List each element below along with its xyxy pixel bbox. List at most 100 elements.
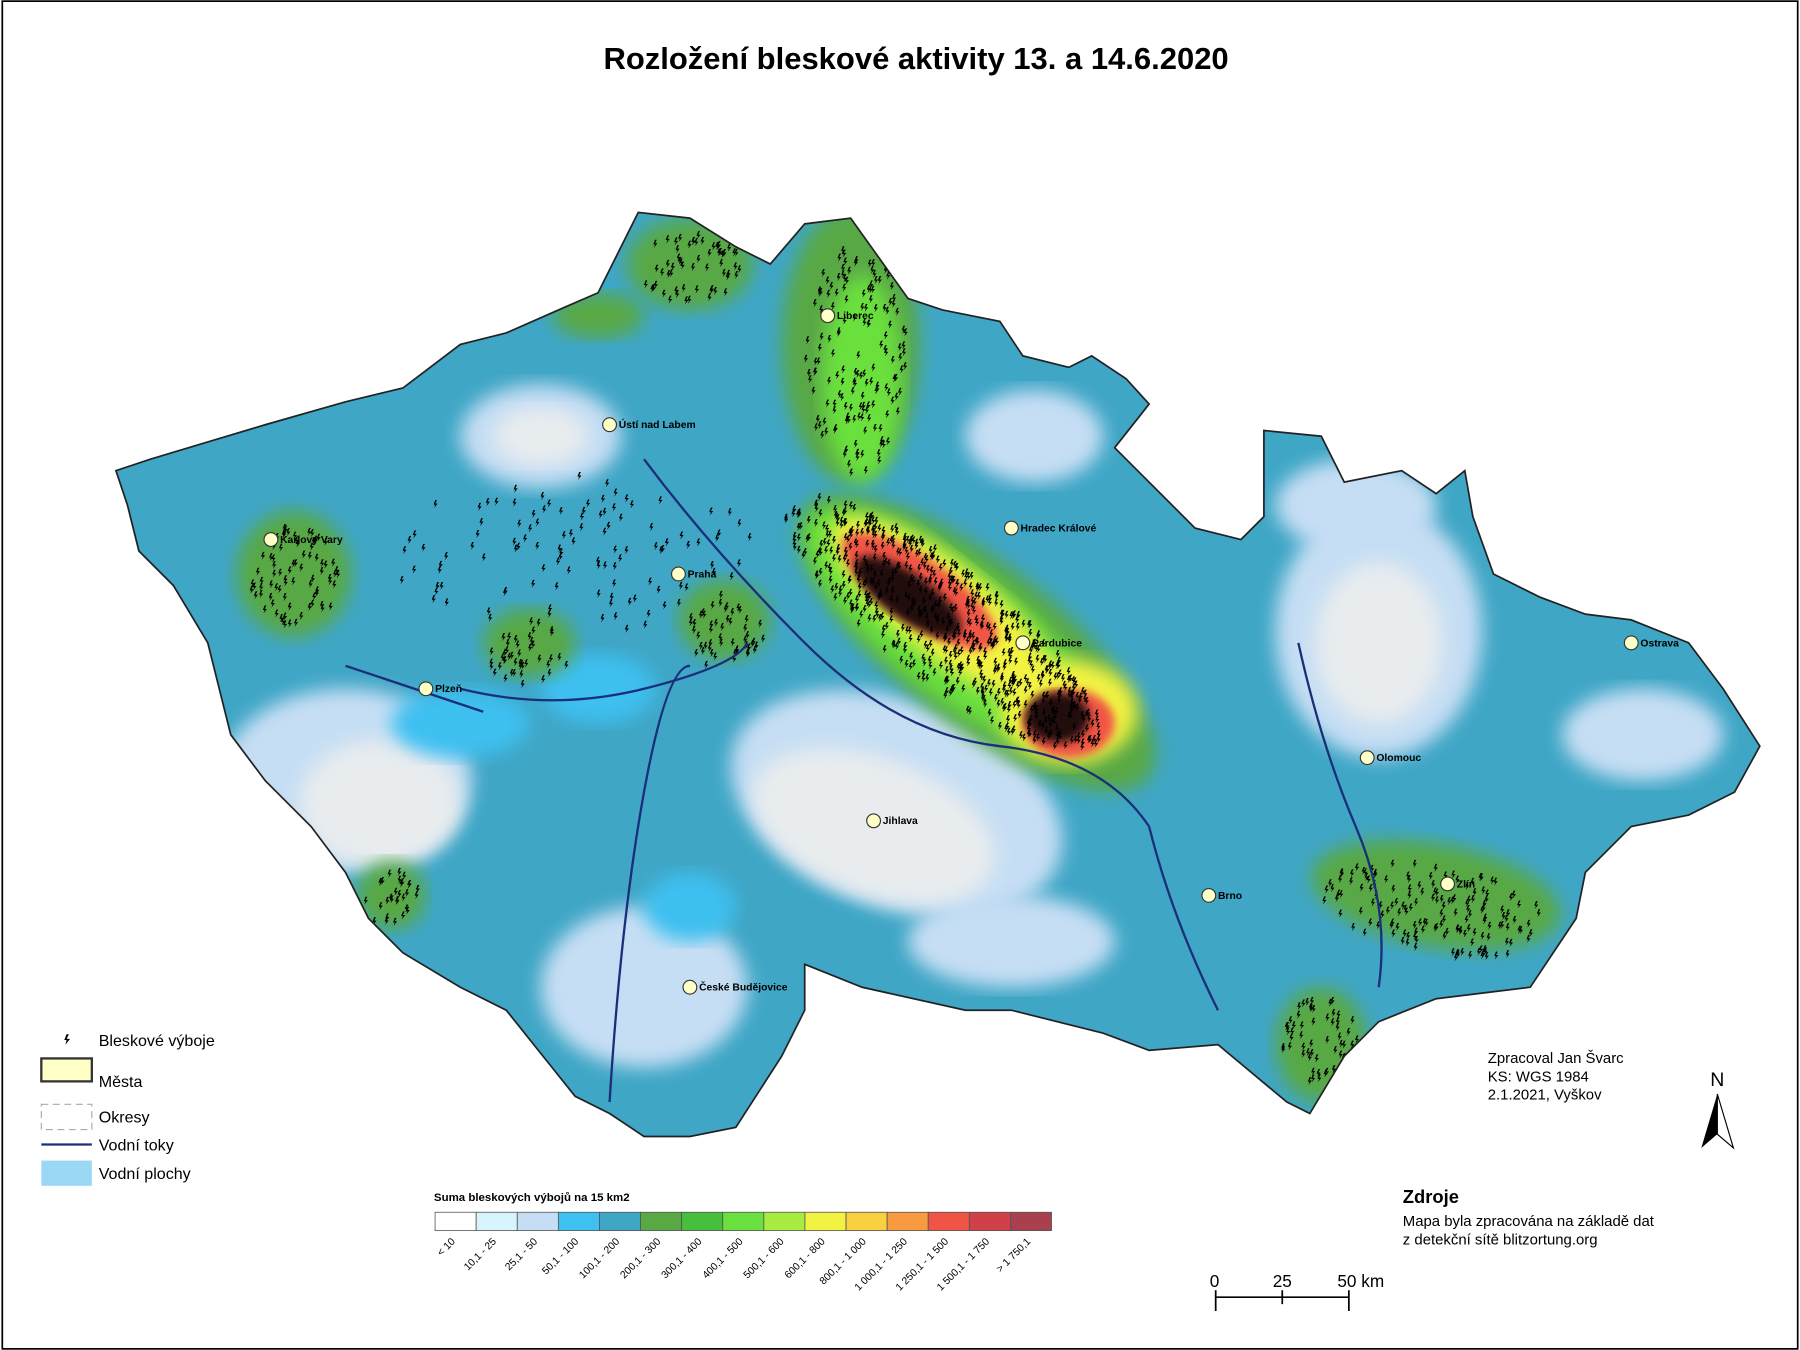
lightning-strike bbox=[1066, 667, 1071, 676]
lightning-strike bbox=[320, 604, 325, 613]
lightning-strike bbox=[512, 537, 517, 546]
lightning-strike bbox=[1083, 694, 1088, 703]
lightning-strike bbox=[944, 687, 949, 696]
lightning-strike bbox=[1023, 674, 1028, 683]
lightning-strike bbox=[732, 248, 737, 257]
lightning-strike bbox=[949, 665, 954, 674]
lightning-strike bbox=[1355, 1035, 1360, 1044]
lightning-strike bbox=[987, 708, 992, 717]
lightning-strike bbox=[1330, 996, 1335, 1006]
lightning-strike bbox=[818, 567, 823, 577]
lightning-strike bbox=[843, 596, 848, 605]
lightning-strike bbox=[915, 549, 920, 558]
lightning-strike bbox=[1478, 872, 1483, 882]
lightning-strike bbox=[1074, 680, 1079, 689]
lightning-strike bbox=[982, 695, 987, 704]
lightning-strike bbox=[613, 545, 618, 554]
lightning-strike bbox=[965, 636, 970, 645]
lightning-strike bbox=[863, 426, 868, 435]
lightning-strike bbox=[1472, 888, 1477, 897]
lightning-strike bbox=[857, 590, 862, 599]
lightning-strike bbox=[1390, 859, 1395, 868]
lightning-strike bbox=[747, 643, 752, 652]
lightning-strike bbox=[871, 516, 876, 525]
lightning-strike bbox=[581, 506, 586, 515]
lightning-strike bbox=[796, 533, 802, 542]
lightning-strike bbox=[492, 668, 497, 677]
lightning-strike bbox=[704, 661, 709, 670]
lightning-strike bbox=[857, 412, 862, 421]
lightning-strike bbox=[707, 644, 712, 653]
lightning-strike bbox=[928, 545, 933, 555]
scale-bar bbox=[1214, 1290, 1350, 1311]
lightning-strike bbox=[978, 583, 983, 592]
lightning-strike bbox=[850, 526, 855, 535]
lightning-strike bbox=[953, 644, 958, 653]
lightning-strike bbox=[1337, 1032, 1342, 1041]
lightning-strike bbox=[253, 591, 258, 600]
city bbox=[1623, 635, 1639, 651]
lightning-strike bbox=[1041, 722, 1046, 731]
lightning-strike bbox=[784, 515, 789, 524]
lightning-strike bbox=[1311, 1004, 1316, 1014]
lightning-strike bbox=[1413, 943, 1418, 952]
lightning-strike bbox=[1010, 727, 1015, 736]
lightning-strike bbox=[1456, 950, 1461, 959]
lightning-strike bbox=[684, 583, 689, 592]
lightning-strike bbox=[944, 646, 949, 655]
lightning-strike bbox=[891, 541, 896, 550]
river bbox=[345, 664, 484, 713]
lightning-strike bbox=[797, 510, 802, 519]
lightning-strike bbox=[540, 492, 545, 501]
lightning-strike bbox=[840, 377, 845, 386]
lightning-strike bbox=[529, 617, 534, 626]
lightning-strike bbox=[737, 265, 742, 274]
lightning-strike bbox=[1080, 711, 1085, 720]
lightning-strike bbox=[696, 538, 701, 547]
lightning-strike bbox=[1439, 895, 1444, 904]
mid-area bbox=[540, 654, 656, 724]
lightning-strike bbox=[862, 555, 867, 564]
lightning-strike bbox=[944, 666, 949, 675]
city bbox=[1440, 876, 1456, 892]
lightning-strike bbox=[1517, 925, 1522, 934]
lightning-strike bbox=[259, 590, 264, 599]
lightning-strike bbox=[883, 331, 888, 340]
lightning-strike bbox=[489, 662, 494, 671]
lightning-strike bbox=[969, 571, 974, 581]
lightning-strike bbox=[1032, 736, 1037, 745]
lightning-strike bbox=[992, 666, 997, 675]
lightning-strike bbox=[547, 668, 552, 678]
lightning-strike bbox=[946, 612, 951, 621]
lightning-strike bbox=[507, 652, 512, 661]
lightning-strike bbox=[1391, 885, 1396, 894]
lightning-strike bbox=[819, 332, 824, 341]
lightning-strike bbox=[1394, 898, 1399, 907]
lightning-strike bbox=[932, 668, 937, 677]
lightning-strike bbox=[814, 570, 819, 579]
lightning-strike bbox=[863, 519, 868, 528]
lightning-strike bbox=[1442, 932, 1447, 941]
lightning-strike bbox=[890, 282, 895, 291]
lightning-strike bbox=[1046, 714, 1051, 723]
lightning-strike bbox=[397, 868, 402, 877]
lightning-strike bbox=[1054, 707, 1059, 716]
lightning-strike bbox=[719, 259, 724, 268]
lightning-strike bbox=[854, 562, 859, 571]
lightning-strike bbox=[1048, 699, 1053, 708]
lightning-strike bbox=[826, 496, 831, 505]
lowest-area bbox=[494, 407, 587, 465]
lightning-strike bbox=[813, 367, 818, 376]
lightning-strike bbox=[862, 318, 867, 327]
lightning-strike bbox=[537, 654, 542, 663]
lightning-strike bbox=[1050, 716, 1055, 725]
lightning-strike bbox=[1336, 1010, 1341, 1019]
lightning-strike bbox=[1291, 1021, 1296, 1030]
lightning-strike bbox=[1034, 644, 1039, 653]
lightning-strike bbox=[1046, 732, 1051, 741]
lightning-strike bbox=[1041, 696, 1046, 705]
lightning-strike bbox=[925, 674, 930, 683]
lightning-strike bbox=[737, 559, 742, 568]
lightning-strike bbox=[1439, 909, 1444, 918]
lightning-strike bbox=[528, 524, 533, 533]
